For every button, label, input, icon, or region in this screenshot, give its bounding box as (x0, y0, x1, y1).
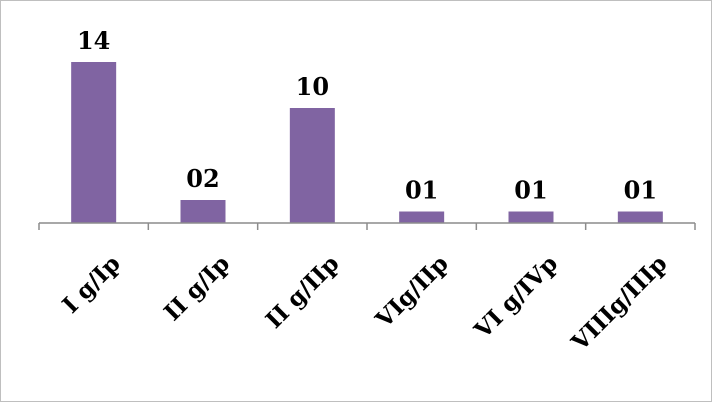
tick-label-5: VIIIg/IIIp (566, 250, 673, 357)
bar-0 (71, 62, 117, 223)
x-axis (38, 222, 696, 230)
data-label-1: 02 (186, 164, 219, 193)
bar-5 (617, 211, 663, 223)
data-label-0: 14 (77, 26, 110, 55)
bar-2 (289, 108, 335, 223)
data-label-5: 01 (624, 176, 657, 205)
tick-label-4: VI g/IVp (469, 250, 564, 345)
bar-1 (180, 200, 226, 223)
data-label-2: 10 (296, 72, 329, 101)
tick-label-1: II g/Ip (159, 250, 235, 326)
bars-group (71, 62, 663, 223)
bar-3 (399, 211, 445, 223)
tick-labels-group: I g/Ip II g/Ip II g/IIp VIg/IIp VI g/IVp VIII… (57, 250, 672, 357)
bar-4 (508, 211, 554, 223)
data-label-4: 01 (514, 176, 547, 205)
tick-label-0: I g/Ip (57, 250, 126, 319)
tick-label-3: VIg/IIp (370, 250, 454, 334)
tick-label-2: II g/IIp (261, 250, 345, 334)
data-labels-group: 14 02 10 01 01 01 (77, 26, 657, 205)
data-label-3: 01 (405, 176, 438, 205)
